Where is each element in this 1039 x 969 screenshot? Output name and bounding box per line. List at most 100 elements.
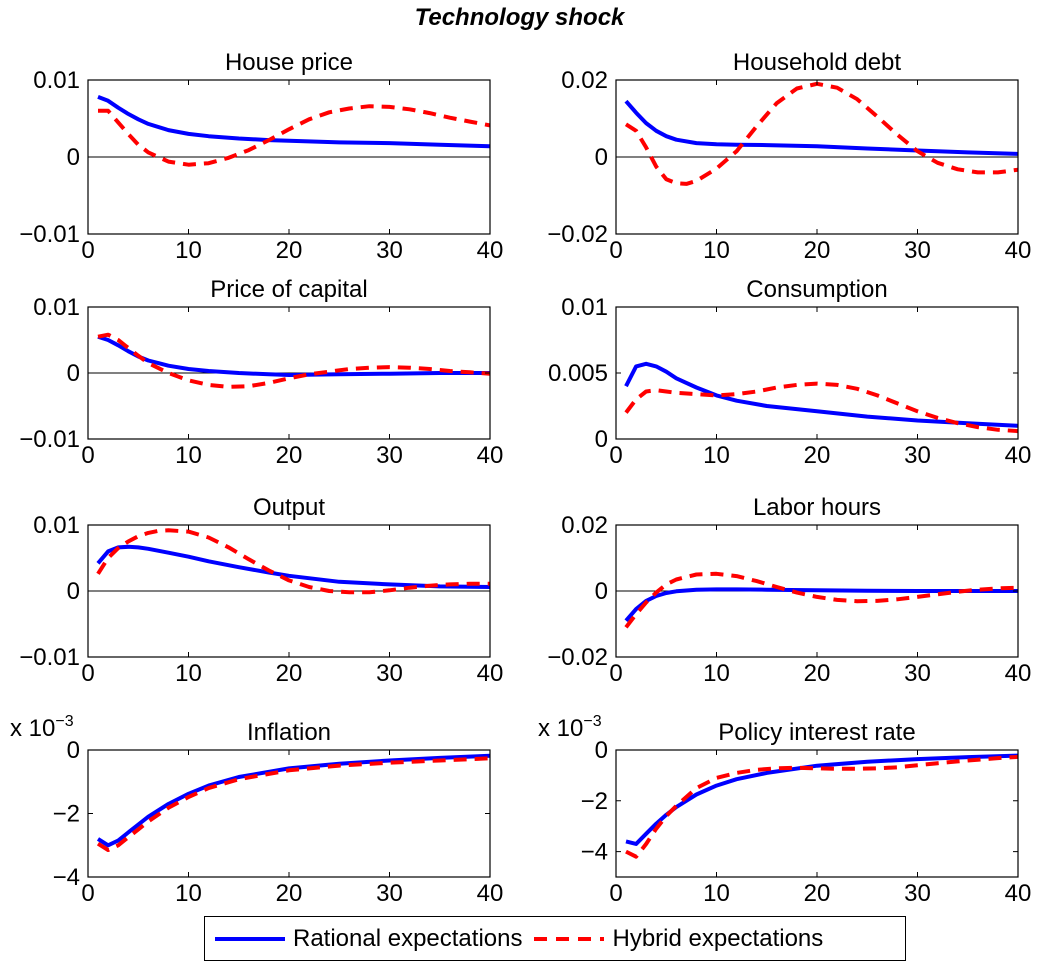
- y-tick-label: 0: [67, 144, 80, 171]
- y-tick-label: −4: [581, 839, 608, 866]
- exponent-label: x 10−3: [10, 713, 74, 742]
- axes-frame: [615, 749, 1019, 878]
- x-tick-label: 30: [904, 237, 931, 264]
- x-tick-label: 30: [904, 442, 931, 469]
- series-line-hybrid: [97, 332, 490, 389]
- subplot-title: Inflation: [247, 719, 331, 746]
- x-tick-label: 30: [904, 660, 931, 687]
- x-tick-label: 0: [81, 237, 94, 264]
- series-line-rational: [624, 99, 1018, 156]
- y-tick-label: −0.01: [19, 644, 80, 671]
- x-tick-label: 0: [81, 442, 94, 469]
- x-tick-label: 30: [904, 880, 931, 907]
- x-tick-label: 10: [703, 237, 730, 264]
- subplot-4: Consumption 0 10 20 30 40 0 0.005 0.01: [548, 276, 1031, 469]
- legend-label-rational: Rational expectations: [293, 924, 523, 952]
- y-tick-label: 0: [67, 360, 80, 387]
- legend-item-hybrid: Hybrid expectations: [532, 925, 823, 953]
- x-tick-label: 40: [1005, 237, 1032, 264]
- x-tick-label: 0: [609, 237, 622, 264]
- y-tick-label: 0: [595, 426, 608, 453]
- x-tick-label: 40: [477, 442, 504, 469]
- x-tick-label: 40: [477, 880, 504, 907]
- y-tick-label: 0.01: [33, 67, 80, 94]
- series-line-hybrid: [624, 571, 1018, 629]
- series-line-rational: [624, 587, 1018, 623]
- y-tick-label: 0: [595, 737, 608, 764]
- series-line-rational: [625, 753, 1018, 846]
- y-tick-label: 0: [595, 578, 608, 605]
- axes-frame: [615, 306, 1019, 440]
- subplot-title: Household debt: [733, 49, 901, 76]
- y-tick-label: 0.02: [561, 512, 608, 539]
- legend-item-rational: Rational expectations: [213, 925, 522, 953]
- subplot-title: Output: [253, 494, 325, 521]
- x-tick-label: 0: [609, 880, 622, 907]
- series-line-rational: [97, 95, 490, 149]
- x-tick-label: 20: [276, 442, 303, 469]
- x-tick-label: 10: [175, 660, 202, 687]
- exponent-label: x 10−3: [538, 713, 602, 742]
- y-tick-label: −2: [53, 801, 80, 828]
- x-tick-label: 10: [175, 237, 202, 264]
- x-tick-label: 20: [276, 880, 303, 907]
- series-line-rational: [97, 334, 490, 377]
- series-line-rational: [624, 361, 1018, 428]
- series-line-hybrid: [624, 381, 1018, 434]
- series-line-hybrid: [624, 81, 1018, 186]
- x-tick-label: 40: [1005, 660, 1032, 687]
- x-tick-label: 20: [276, 660, 303, 687]
- series-line-hybrid: [625, 754, 1018, 859]
- x-tick-label: 10: [175, 880, 202, 907]
- x-tick-label: 10: [175, 442, 202, 469]
- x-tick-label: 10: [703, 442, 730, 469]
- y-tick-label: −4: [53, 864, 80, 891]
- x-tick-label: 20: [804, 660, 831, 687]
- y-tick-label: 0.01: [33, 512, 80, 539]
- x-tick-label: 0: [81, 660, 94, 687]
- y-tick-label: −2: [581, 788, 608, 815]
- subplot-title: Price of capital: [210, 276, 367, 303]
- x-tick-label: 40: [1005, 442, 1032, 469]
- x-tick-label: 30: [376, 237, 403, 264]
- x-tick-label: 30: [376, 880, 403, 907]
- x-tick-label: 10: [703, 880, 730, 907]
- y-tick-label: 0.005: [548, 360, 608, 387]
- x-tick-label: 20: [804, 880, 831, 907]
- subplot-title: Policy interest rate: [718, 719, 915, 746]
- y-tick-label: −0.01: [19, 221, 80, 248]
- x-tick-label: 30: [376, 660, 403, 687]
- subplot-title: Labor hours: [753, 494, 881, 521]
- y-tick-label: 0: [67, 578, 80, 605]
- x-tick-label: 0: [81, 880, 94, 907]
- x-tick-label: 20: [276, 237, 303, 264]
- series-line-hybrid: [96, 528, 490, 595]
- subplot-title: House price: [225, 49, 353, 76]
- y-tick-label: 0.02: [561, 67, 608, 94]
- y-tick-label: 0.01: [561, 294, 608, 321]
- y-tick-label: −0.02: [547, 644, 608, 671]
- subplot-title: Consumption: [746, 276, 887, 303]
- legend-label-hybrid: Hybrid expectations: [612, 924, 824, 952]
- x-tick-label: 40: [477, 660, 504, 687]
- x-tick-label: 20: [804, 237, 831, 264]
- series-line-hybrid: [98, 104, 490, 167]
- x-tick-label: 10: [703, 660, 730, 687]
- series-line-rational: [96, 544, 490, 589]
- series-line-rational: [96, 753, 490, 848]
- y-tick-label: −0.02: [547, 221, 608, 248]
- legend: Rational expectations Hybrid expectation…: [204, 916, 906, 961]
- x-tick-label: 40: [1005, 880, 1032, 907]
- series-line-hybrid: [96, 756, 490, 852]
- legend-line-hybrid: [534, 936, 605, 941]
- x-tick-label: 0: [609, 660, 622, 687]
- x-tick-label: 20: [804, 442, 831, 469]
